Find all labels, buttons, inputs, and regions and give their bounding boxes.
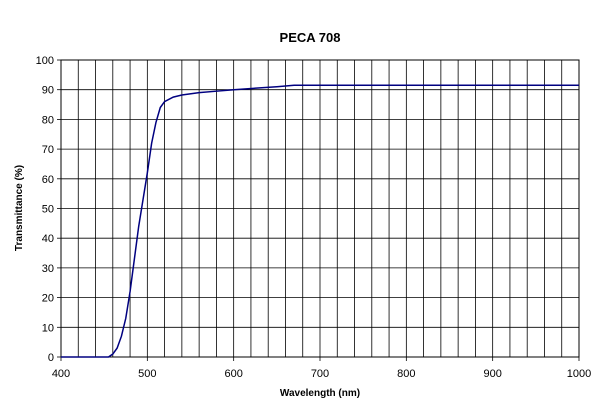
x-tick-label: 400 — [52, 368, 70, 380]
x-tick-label: 500 — [138, 368, 156, 380]
y-tick-label: 90 — [42, 85, 54, 97]
data-line — [61, 84, 579, 358]
y-tick-label: 30 — [42, 263, 54, 275]
x-tick-label: 900 — [483, 368, 501, 380]
x-tick-label: 700 — [311, 368, 329, 380]
x-axis-label: Wavelength (nm) — [280, 388, 360, 399]
y-tick-label: 10 — [42, 322, 54, 334]
y-tick-label: 50 — [42, 204, 54, 216]
y-axis-label: Transmittance (%) — [14, 165, 25, 251]
chart-title: PECA 708 — [280, 30, 341, 45]
x-tick-label: 600 — [224, 368, 242, 380]
y-tick-label: 60 — [42, 174, 54, 186]
y-tick-label: 40 — [42, 233, 54, 245]
y-tick-label: 20 — [42, 293, 54, 305]
y-tick-label: 80 — [42, 114, 54, 126]
y-tick-label: 100 — [36, 55, 54, 67]
x-tick-label: 800 — [397, 368, 415, 380]
x-tick-label: 1000 — [567, 368, 591, 380]
y-tick-label: 70 — [42, 144, 54, 156]
y-tick-label: 0 — [48, 352, 54, 364]
